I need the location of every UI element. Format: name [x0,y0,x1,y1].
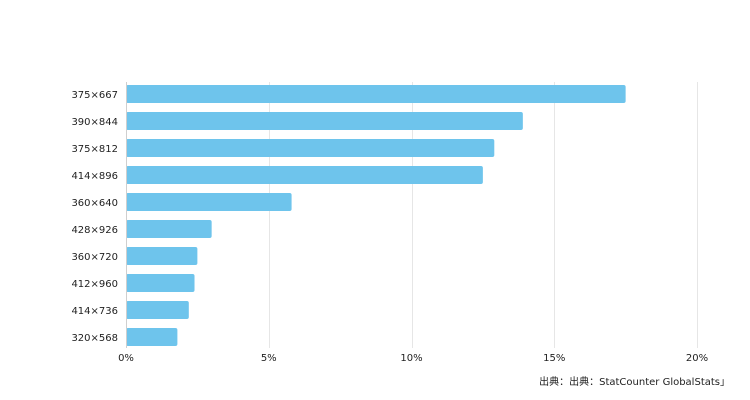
bar [126,301,189,319]
category-label: 375×812 [71,144,118,155]
bar [126,247,198,265]
bar [126,85,626,103]
category-label: 360×640 [71,198,118,209]
bar [126,193,292,211]
category-label: 320×568 [71,333,118,344]
x-tick-label: 15% [543,353,565,364]
bar [126,220,212,238]
category-label: 360×720 [71,252,118,263]
bar [126,139,495,157]
x-tick-label: 5% [261,353,277,364]
x-tick-label: 10% [400,353,422,364]
category-label: 428×926 [71,225,118,236]
x-tick-label: 0% [118,353,134,364]
category-label: 414×736 [71,306,118,317]
bar [126,274,195,292]
source-caption: 出典：出典：StatCounter GlobalStats」 [539,377,730,388]
x-tick-label: 20% [686,353,708,364]
category-label: 414×896 [71,171,118,182]
category-label: 375×667 [71,90,118,101]
bar [126,166,483,184]
bar [126,328,178,346]
bar [126,112,523,130]
category-label: 412×960 [71,279,118,290]
category-label: 390×844 [71,117,118,128]
